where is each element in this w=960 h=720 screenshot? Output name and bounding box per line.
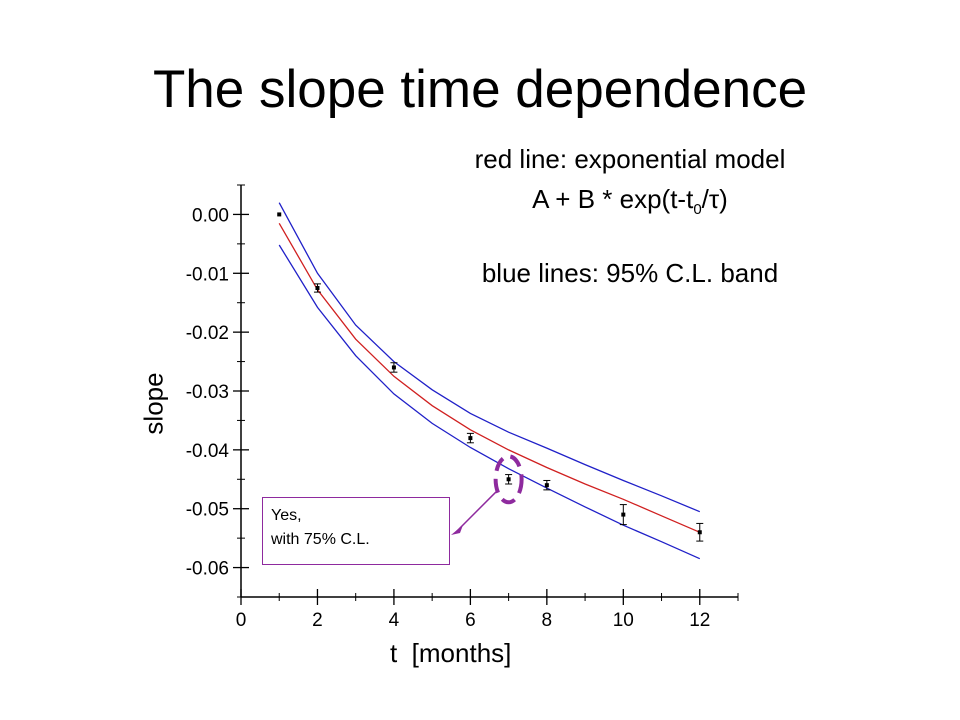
data-point: [315, 286, 320, 290]
formula-subscript: 0: [693, 201, 702, 219]
x-tick-label: 0: [236, 610, 247, 631]
data-point: [697, 530, 702, 535]
x-tick-label: 10: [613, 610, 634, 631]
annotation-band-label: blue lines: 95% C.L. band: [481, 258, 779, 288]
highlight-ellipse: [493, 454, 524, 505]
y-tick-label: -0.03: [186, 382, 229, 403]
data-point: [621, 512, 626, 517]
annotation-model-label: red line: exponential model: [474, 144, 786, 174]
y-tick-label: -0.06: [186, 559, 229, 580]
callout-arrow-head: [451, 525, 463, 535]
data-point: [277, 212, 282, 217]
x-tick-label: 2: [312, 610, 323, 631]
data-point: [468, 436, 473, 441]
callout-line-2: with 75% C.L.: [271, 531, 370, 548]
band-upper-line: [278, 202, 701, 513]
data-point: [391, 365, 396, 370]
band-lower-line: [278, 244, 701, 560]
callout-line-1: Yes,: [271, 507, 302, 524]
model-curve-line: [278, 222, 701, 533]
data-point: [506, 477, 511, 482]
annotation-model-formula: A + B * exp(t-t0/τ): [430, 184, 830, 225]
x-tick-label: 6: [465, 610, 476, 631]
y-tick-label: -0.04: [186, 441, 230, 462]
page-title: The slope time dependence: [152, 60, 808, 119]
data-point: [544, 483, 549, 488]
y-tick-label: -0.02: [186, 323, 229, 344]
x-axis-label: t [months]: [390, 638, 512, 668]
callout-box: Yes, with 75% C.L.: [262, 497, 450, 565]
formula-tail: /τ): [701, 184, 728, 214]
formula-main: A + B * exp(t-t: [532, 184, 694, 214]
x-tick-label: 12: [689, 610, 710, 631]
y-tick-label: -0.01: [186, 264, 229, 285]
x-tick-label: 8: [542, 610, 553, 631]
y-tick-label: -0.05: [186, 500, 229, 521]
x-tick-label: 4: [389, 610, 400, 631]
y-tick-label: 0.00: [192, 205, 229, 226]
y-axis-label: slope: [138, 372, 169, 435]
